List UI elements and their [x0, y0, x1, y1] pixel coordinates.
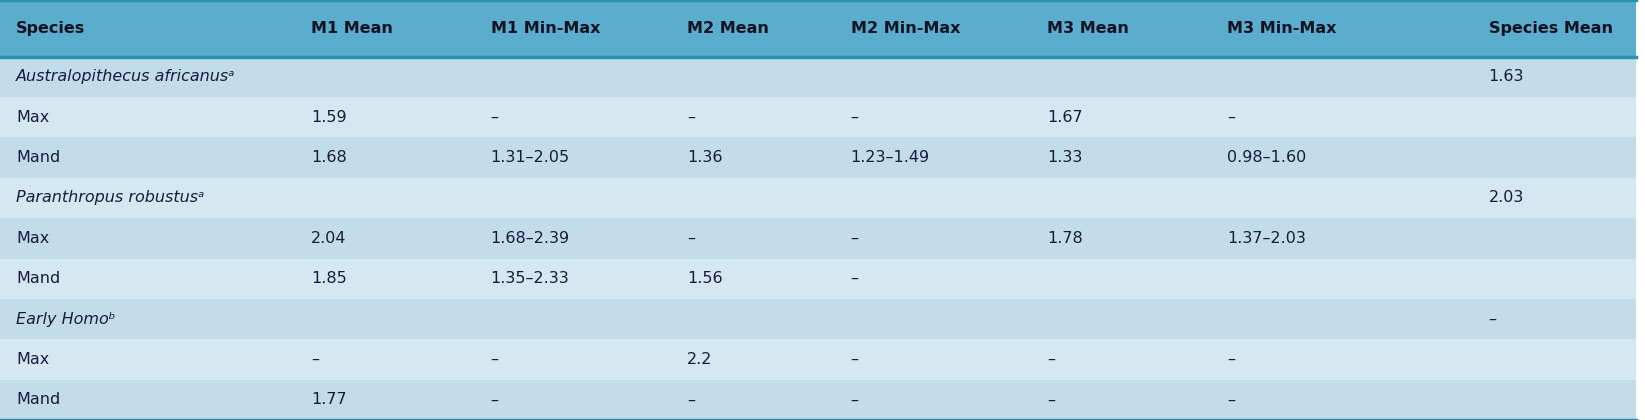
Text: –: – — [850, 271, 859, 286]
Text: M1 Mean: M1 Mean — [311, 21, 393, 36]
Text: 1.68: 1.68 — [311, 150, 347, 165]
Bar — [0, 259, 1635, 299]
Bar — [0, 178, 1635, 218]
Text: Max: Max — [16, 231, 49, 246]
Text: 1.85: 1.85 — [311, 271, 347, 286]
Text: Species Mean: Species Mean — [1489, 21, 1612, 36]
Text: Australopithecus africanusᵃ: Australopithecus africanusᵃ — [16, 69, 235, 84]
Text: 1.35–2.33: 1.35–2.33 — [490, 271, 569, 286]
Text: M3 Min-Max: M3 Min-Max — [1227, 21, 1336, 36]
Text: Species: Species — [16, 21, 86, 36]
Text: 1.63: 1.63 — [1489, 69, 1523, 84]
Bar — [0, 380, 1635, 420]
Text: 1.23–1.49: 1.23–1.49 — [850, 150, 929, 165]
Text: Max: Max — [16, 352, 49, 367]
Bar — [0, 57, 1635, 97]
Text: Early Homoᵇ: Early Homoᵇ — [16, 312, 117, 327]
Bar — [0, 0, 1635, 57]
Text: Mand: Mand — [16, 392, 61, 407]
Text: 1.67: 1.67 — [1046, 110, 1082, 125]
Text: 1.77: 1.77 — [311, 392, 347, 407]
Text: –: – — [688, 392, 694, 407]
Bar — [0, 299, 1635, 339]
Text: –: – — [490, 392, 498, 407]
Text: Max: Max — [16, 110, 49, 125]
Text: 1.78: 1.78 — [1046, 231, 1082, 246]
Text: –: – — [688, 231, 694, 246]
Text: –: – — [688, 110, 694, 125]
Text: –: – — [1227, 392, 1235, 407]
Text: 2.2: 2.2 — [688, 352, 712, 367]
Text: –: – — [490, 352, 498, 367]
Text: 1.59: 1.59 — [311, 110, 347, 125]
Text: –: – — [850, 231, 859, 246]
Text: 0.98–1.60: 0.98–1.60 — [1227, 150, 1306, 165]
Text: –: – — [850, 110, 859, 125]
Text: –: – — [850, 352, 859, 367]
Text: –: – — [1046, 352, 1054, 367]
Text: Mand: Mand — [16, 271, 61, 286]
Text: –: – — [1489, 312, 1497, 327]
Text: 1.33: 1.33 — [1046, 150, 1082, 165]
Text: –: – — [1227, 352, 1235, 367]
Text: M2 Min-Max: M2 Min-Max — [850, 21, 961, 36]
Bar — [0, 218, 1635, 259]
Text: M2 Mean: M2 Mean — [688, 21, 768, 36]
Text: 1.31–2.05: 1.31–2.05 — [490, 150, 569, 165]
Text: –: – — [1046, 392, 1054, 407]
Text: –: – — [311, 352, 319, 367]
Text: –: – — [1227, 110, 1235, 125]
Text: 2.04: 2.04 — [311, 231, 347, 246]
Text: 1.68–2.39: 1.68–2.39 — [490, 231, 569, 246]
Bar — [0, 97, 1635, 137]
Text: Paranthropus robustusᵃ: Paranthropus robustusᵃ — [16, 191, 204, 205]
Text: Mand: Mand — [16, 150, 61, 165]
Text: –: – — [850, 392, 859, 407]
Text: 1.36: 1.36 — [688, 150, 722, 165]
Text: 1.37–2.03: 1.37–2.03 — [1227, 231, 1306, 246]
Bar — [0, 137, 1635, 178]
Text: M3 Mean: M3 Mean — [1046, 21, 1128, 36]
Text: 2.03: 2.03 — [1489, 191, 1523, 205]
Text: M1 Min-Max: M1 Min-Max — [490, 21, 600, 36]
Bar — [0, 339, 1635, 380]
Text: 1.56: 1.56 — [688, 271, 722, 286]
Text: –: – — [490, 110, 498, 125]
